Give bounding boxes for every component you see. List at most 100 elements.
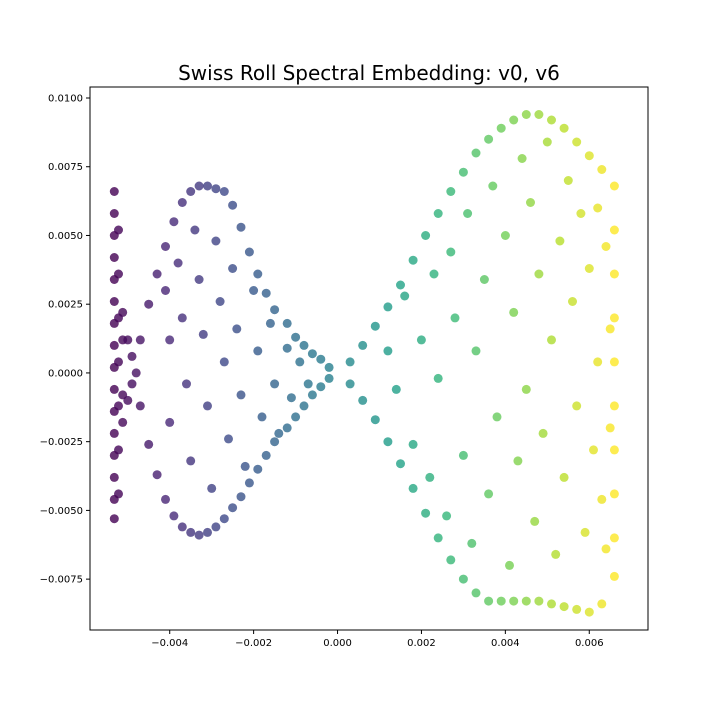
scatter-point bbox=[295, 357, 305, 367]
scatter-point bbox=[228, 503, 238, 513]
scatter-point bbox=[479, 275, 489, 284]
scatter-point bbox=[471, 588, 481, 598]
points-layer bbox=[109, 110, 619, 617]
scatter-point bbox=[135, 401, 145, 411]
scatter-point bbox=[458, 167, 468, 177]
y-tick-label: −0.0075 bbox=[40, 575, 83, 586]
scatter-point bbox=[211, 184, 221, 194]
scatter-point bbox=[169, 511, 179, 521]
scatter-point bbox=[219, 357, 229, 367]
scatter-point bbox=[471, 346, 481, 356]
scatter-point bbox=[605, 423, 615, 433]
scatter-point bbox=[194, 275, 204, 284]
scatter-point bbox=[538, 428, 548, 438]
scatter-point bbox=[240, 461, 250, 471]
scatter-point bbox=[135, 335, 145, 345]
scatter-point bbox=[609, 401, 619, 411]
scatter-point bbox=[109, 297, 119, 306]
scatter-point bbox=[109, 472, 119, 482]
scatter-point bbox=[609, 445, 619, 455]
scatter-point bbox=[123, 335, 133, 345]
scatter-point bbox=[114, 269, 123, 279]
scatter-point bbox=[568, 297, 577, 306]
scatter-point bbox=[307, 390, 317, 400]
scatter-point bbox=[144, 299, 154, 309]
scatter-point bbox=[228, 200, 238, 210]
scatter-point bbox=[270, 379, 280, 389]
scatter-point bbox=[358, 340, 368, 350]
scatter-point bbox=[421, 231, 431, 240]
scatter-point bbox=[521, 384, 531, 394]
scatter-point bbox=[484, 489, 494, 499]
y-tick-label: −0.0050 bbox=[40, 506, 83, 517]
scatter-point bbox=[282, 423, 292, 433]
scatter-point bbox=[534, 110, 544, 119]
y-tick-label: 0.0000 bbox=[48, 368, 83, 379]
scatter-point bbox=[425, 472, 435, 482]
scatter-point bbox=[609, 313, 619, 323]
scatter-point bbox=[244, 478, 254, 488]
scatter-point bbox=[509, 596, 519, 606]
scatter-point bbox=[299, 340, 309, 350]
scatter-point bbox=[593, 357, 603, 367]
scatter-point bbox=[303, 379, 313, 389]
scatter-point bbox=[597, 494, 607, 504]
scatter-point bbox=[316, 354, 326, 364]
scatter-point bbox=[383, 437, 393, 447]
scatter-point bbox=[584, 607, 594, 617]
scatter-point bbox=[152, 269, 162, 279]
scatter-point bbox=[484, 596, 494, 606]
scatter-point bbox=[114, 401, 123, 411]
scatter-point bbox=[186, 456, 196, 466]
scatter-point bbox=[446, 555, 456, 565]
scatter-point bbox=[194, 530, 204, 540]
scatter-point bbox=[270, 305, 280, 315]
scatter-point bbox=[609, 269, 619, 279]
scatter-point bbox=[253, 269, 263, 279]
scatter-point bbox=[509, 307, 519, 317]
scatter-point bbox=[144, 439, 154, 449]
scatter-point bbox=[253, 346, 263, 356]
x-tick-label: 0.000 bbox=[323, 638, 352, 649]
scatter-point bbox=[228, 264, 238, 273]
y-tick-label: 0.0075 bbox=[48, 162, 83, 173]
x-tick-label: −0.002 bbox=[235, 638, 272, 649]
scatter-point bbox=[496, 123, 506, 133]
scatter-point bbox=[542, 137, 552, 147]
scatter-point bbox=[396, 459, 405, 469]
scatter-point bbox=[177, 198, 187, 207]
scatter-point bbox=[496, 596, 506, 606]
scatter-point bbox=[198, 329, 208, 339]
scatter-point bbox=[463, 209, 473, 218]
scatter-point bbox=[253, 464, 263, 474]
scatter-point bbox=[244, 247, 254, 257]
scatter-point bbox=[559, 472, 569, 482]
scatter-point bbox=[391, 384, 401, 394]
scatter-point bbox=[559, 123, 569, 133]
scatter-point bbox=[513, 456, 523, 466]
scatter-point bbox=[500, 231, 510, 240]
scatter-point bbox=[109, 428, 119, 438]
scatter-point bbox=[609, 533, 619, 543]
scatter-point bbox=[316, 382, 326, 392]
scatter-point bbox=[609, 225, 619, 235]
scatter-point bbox=[345, 379, 355, 389]
scatter-point bbox=[433, 209, 443, 218]
scatter-point bbox=[450, 313, 460, 323]
scatter-point bbox=[589, 445, 598, 455]
scatter-point bbox=[383, 346, 393, 356]
scatter-point bbox=[114, 225, 123, 235]
scatter-point bbox=[517, 154, 527, 163]
scatter-point bbox=[173, 258, 183, 268]
scatter-point bbox=[161, 494, 170, 504]
scatter-point bbox=[114, 357, 123, 367]
scatter-point bbox=[609, 181, 619, 191]
scatter-point bbox=[127, 379, 137, 389]
scatter-point bbox=[593, 203, 603, 213]
scatter-point bbox=[576, 209, 586, 218]
scatter-point bbox=[182, 379, 191, 389]
x-tick-label: 0.002 bbox=[407, 638, 436, 649]
scatter-point bbox=[161, 242, 170, 251]
scatter-point bbox=[547, 335, 556, 345]
scatter-point bbox=[211, 236, 221, 246]
